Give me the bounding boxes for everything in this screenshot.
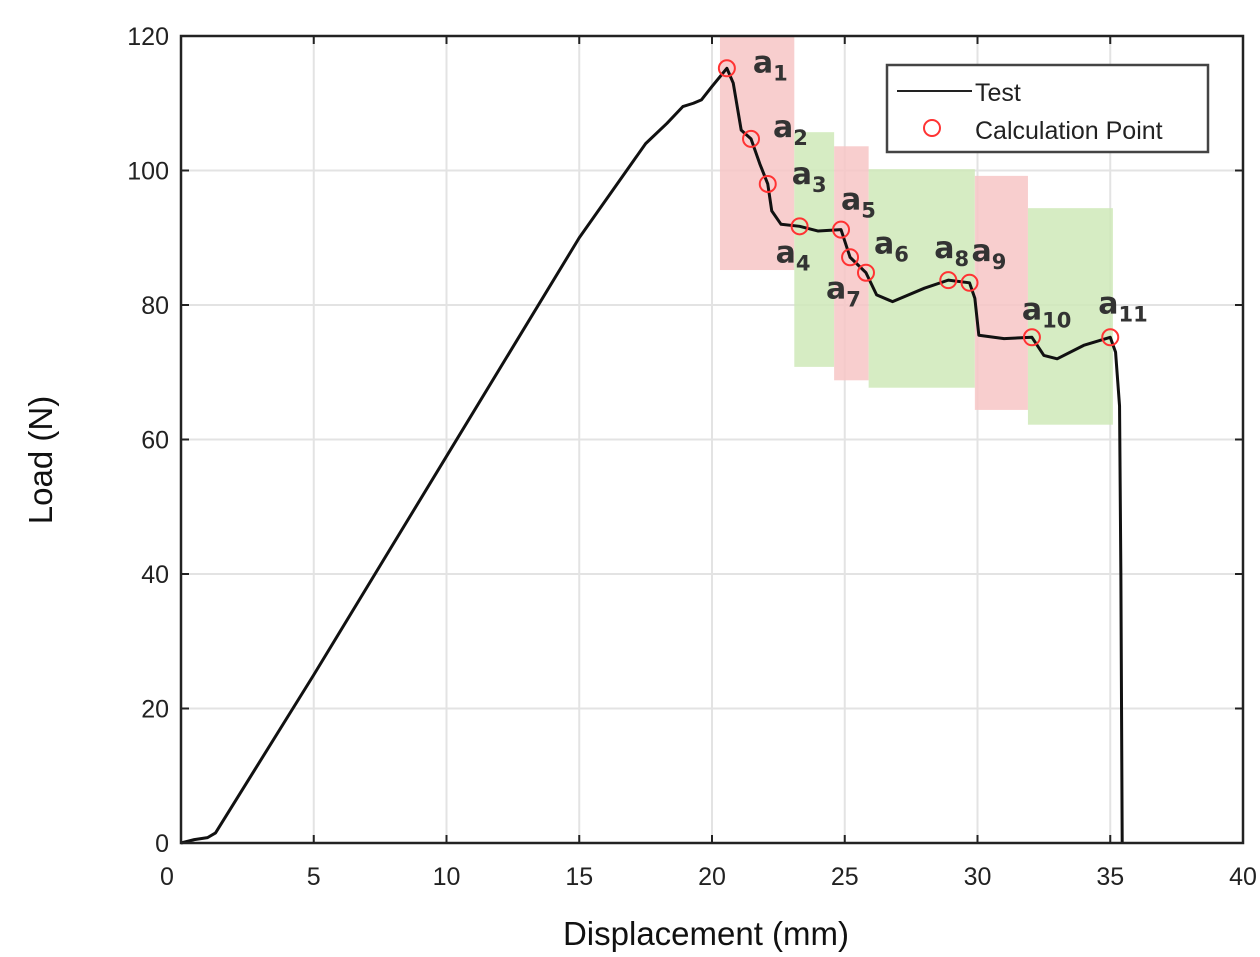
calculation-point <box>841 248 860 267</box>
point-label: a5 <box>841 183 876 223</box>
calculation-point <box>717 59 736 78</box>
calculation-point <box>790 217 809 236</box>
point-label-base: a <box>753 45 773 80</box>
y-axis-label: Load (N) <box>22 396 59 524</box>
point-label: a10 <box>1022 292 1071 332</box>
plot-frame <box>179 34 1245 845</box>
point-label-subscript: 4 <box>796 251 811 275</box>
x-tick-label: 20 <box>698 863 726 891</box>
y-tick-label: 0 <box>155 830 169 858</box>
y-tick-label: 100 <box>127 158 169 186</box>
point-label: a8 <box>934 231 969 271</box>
calculation-point <box>939 271 958 290</box>
series-lines <box>180 66 1124 845</box>
point-label: a11 <box>1098 286 1147 326</box>
point-label: a4 <box>776 235 811 275</box>
shaded-region <box>974 175 1028 410</box>
calculation-point <box>832 220 851 239</box>
point-label-base: a <box>776 235 796 270</box>
shaded-region <box>868 169 975 388</box>
point-label-subscript: 10 <box>1042 308 1071 332</box>
point-label-subscript: 5 <box>861 199 876 223</box>
x-tick-label: 0 <box>160 863 174 891</box>
x-tick-label: 35 <box>1096 863 1124 891</box>
point-label: a9 <box>972 234 1007 274</box>
calculation-point <box>856 263 875 282</box>
point-label-base: a <box>874 226 894 261</box>
x-tick-label: 25 <box>831 863 859 891</box>
point-label-subscript: 1 <box>773 61 788 85</box>
legend-box <box>885 63 1210 154</box>
point-label-subscript: 11 <box>1119 302 1148 326</box>
point-label-base: a <box>1098 286 1118 321</box>
point-label-base: a <box>826 272 846 307</box>
point-label-base: a <box>972 234 992 269</box>
x-tick-label: 30 <box>964 863 992 891</box>
y-tick-label: 60 <box>141 427 169 455</box>
grid <box>180 35 1244 844</box>
point-label-base: a <box>841 183 861 218</box>
x-tick-label: 15 <box>565 863 593 891</box>
calculation-point <box>758 174 777 193</box>
calculation-point <box>1022 328 1041 347</box>
point-label-subscript: 3 <box>812 173 827 197</box>
point-label-subscript: 2 <box>793 126 808 150</box>
calculation-point <box>1101 328 1120 347</box>
legend: Test Calculation Point <box>885 63 1210 154</box>
calculation-point <box>960 273 979 292</box>
y-tick-label: 80 <box>141 292 169 320</box>
x-tick-label: 5 <box>307 863 321 891</box>
legend-point-label: Calculation Point <box>975 117 1163 145</box>
shaded-region <box>1027 208 1113 425</box>
point-label: a3 <box>792 157 827 197</box>
point-label: a7 <box>826 272 861 312</box>
y-tick-label: 40 <box>141 561 169 589</box>
point-label-base: a <box>792 157 812 192</box>
shaded-region <box>794 132 835 367</box>
point-label: a2 <box>773 110 808 150</box>
y-tick-label: 120 <box>127 23 169 51</box>
point-label-subscript: 9 <box>992 250 1007 274</box>
x-tick-label: 10 <box>433 863 461 891</box>
legend-test-label: Test <box>975 79 1021 107</box>
calculation-point <box>742 129 761 148</box>
shaded-region <box>834 146 869 381</box>
point-label-base: a <box>934 231 954 266</box>
point-label-subscript: 7 <box>846 288 861 312</box>
point-label: a6 <box>874 226 909 266</box>
x-tick-label: 40 <box>1229 863 1257 891</box>
point-label-base: a <box>1022 292 1042 327</box>
legend-point-marker <box>923 119 941 137</box>
y-tick-label: 20 <box>141 696 169 724</box>
x-axis-label: Displacement (mm) <box>563 915 849 952</box>
point-label-base: a <box>773 110 793 145</box>
test-series-line <box>180 66 1124 845</box>
point-label-subscript: 8 <box>955 247 970 271</box>
point-label: a1 <box>753 45 788 85</box>
point-label-subscript: 6 <box>894 242 909 266</box>
